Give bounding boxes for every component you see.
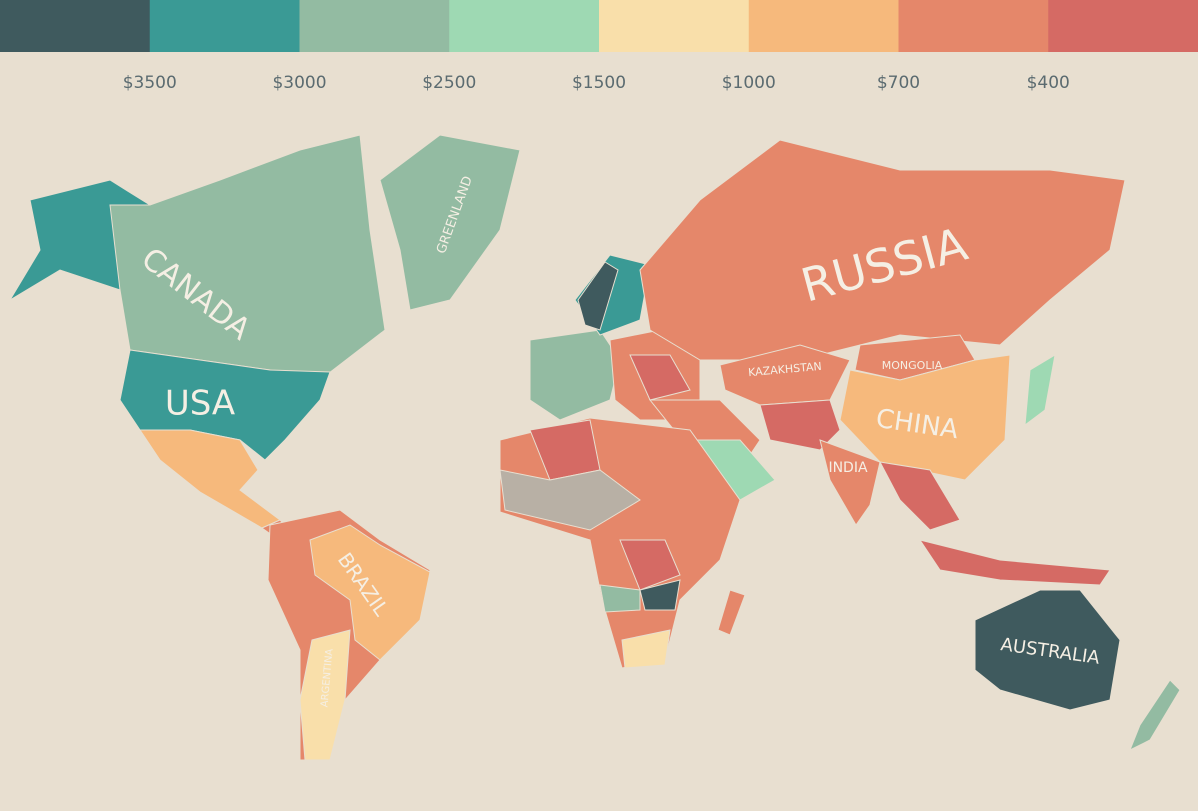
country-label: USA xyxy=(165,384,235,424)
russia xyxy=(639,139,1126,361)
legend-swatch xyxy=(898,0,1049,52)
brazil xyxy=(309,524,431,661)
indonesia xyxy=(918,539,1111,586)
legend-label: $700 xyxy=(877,73,920,93)
country-label: KAZAKHSTAN xyxy=(748,360,823,379)
angola xyxy=(599,584,641,613)
legend-swatch xyxy=(0,0,151,52)
legend-label: $1500 xyxy=(572,73,626,93)
usa xyxy=(119,349,331,461)
ukraine xyxy=(629,354,691,401)
australia xyxy=(974,589,1121,711)
new-zealand xyxy=(1129,679,1181,752)
south-africa xyxy=(621,629,671,669)
legend-label: $1000 xyxy=(722,73,776,93)
china xyxy=(839,354,1011,481)
greenland xyxy=(379,134,521,311)
madagascar xyxy=(717,589,746,636)
country-label: ARGENTINA xyxy=(319,648,335,708)
se-asia xyxy=(879,461,961,531)
legend-label: $400 xyxy=(1027,73,1070,93)
country-label: MONGOLIA xyxy=(882,359,943,372)
central-asia xyxy=(759,399,841,451)
legend: $3500 $3000 $2500 $1500 $1000 $700 $400 xyxy=(0,0,1198,93)
country-label: INDIA xyxy=(828,460,868,476)
legend-swatch xyxy=(599,0,750,52)
zambia xyxy=(639,579,681,611)
land xyxy=(9,134,1181,761)
legend-swatch xyxy=(149,0,300,52)
legend-label: $3500 xyxy=(123,73,177,93)
india xyxy=(819,439,881,526)
legend-swatch xyxy=(299,0,450,52)
japan xyxy=(1024,354,1056,427)
sahel xyxy=(499,469,641,531)
argentina xyxy=(299,629,351,761)
congo xyxy=(619,539,681,591)
canada xyxy=(109,134,386,381)
legend-label: $2500 xyxy=(422,73,476,93)
mexico xyxy=(139,429,281,529)
norway xyxy=(577,261,619,331)
legend-swatch xyxy=(1048,0,1198,52)
legend-swatch xyxy=(449,0,600,52)
legend-label: $3000 xyxy=(272,73,326,93)
legend-swatch xyxy=(748,0,899,52)
